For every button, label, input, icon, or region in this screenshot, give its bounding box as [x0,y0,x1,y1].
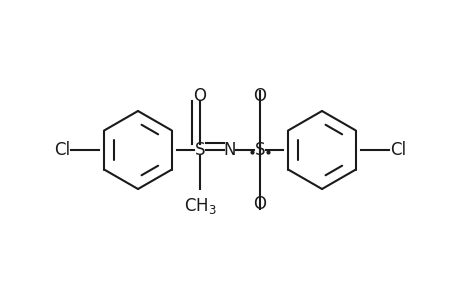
Text: S: S [195,141,205,159]
Text: S: S [254,141,264,159]
Text: N: N [223,141,236,159]
Text: Cl: Cl [54,141,70,159]
Text: O: O [193,87,206,105]
Text: O: O [253,195,266,213]
Text: Cl: Cl [389,141,405,159]
Text: O: O [253,87,266,105]
Text: CH$_3$: CH$_3$ [183,196,216,217]
